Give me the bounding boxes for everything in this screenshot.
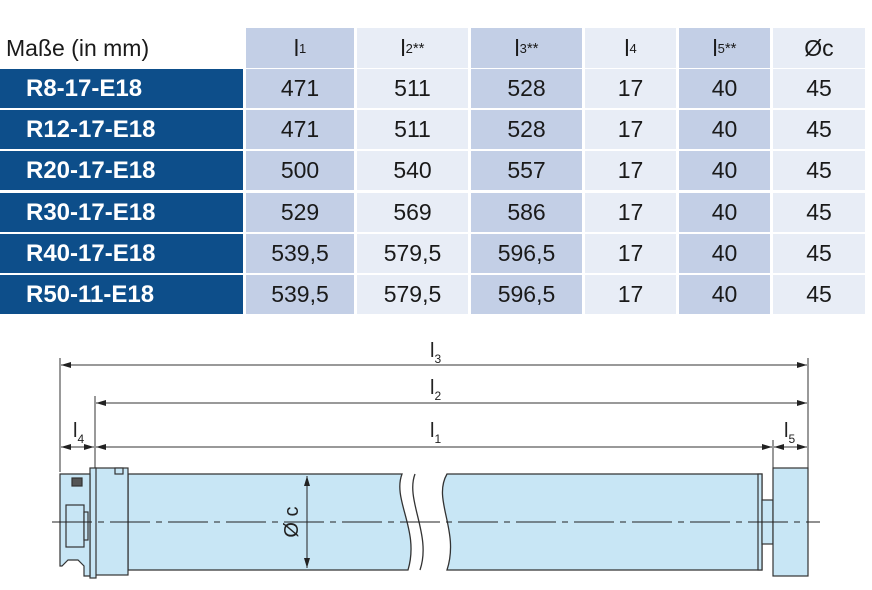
table-cell: 45	[773, 275, 865, 314]
column-header: l 5 **	[679, 28, 770, 68]
table-cell: 529	[246, 193, 354, 232]
table-cell: 557	[471, 151, 582, 190]
table-cell: 500	[246, 151, 354, 190]
table-cell: 596,5	[471, 275, 582, 314]
table-cell: 40	[679, 69, 770, 108]
column-header: l 2 **	[357, 28, 468, 68]
table-cell: 596,5	[471, 234, 582, 273]
label-l5: l5	[784, 420, 795, 446]
table-cell: 40	[679, 110, 770, 149]
table-cell: 45	[773, 110, 865, 149]
column-header: l 3 **	[471, 28, 582, 68]
column-header: Øc	[773, 28, 865, 68]
row-model-label: R40-17-E18	[0, 234, 243, 273]
table-cell: 45	[773, 234, 865, 273]
table-cell: 539,5	[246, 275, 354, 314]
table-cell: 17	[585, 193, 676, 232]
table-cell: 45	[773, 151, 865, 190]
row-model-label: R50-11-E18	[0, 275, 243, 314]
table-cell: 45	[773, 69, 865, 108]
table-cell: 569	[357, 193, 468, 232]
table-cell: 40	[679, 275, 770, 314]
table-cell: 17	[585, 69, 676, 108]
table-cell: 45	[773, 193, 865, 232]
table-cell: 17	[585, 275, 676, 314]
table-cell: 17	[585, 110, 676, 149]
table-cell: 40	[679, 193, 770, 232]
table-cell: 471	[246, 69, 354, 108]
header-label: Maße (in mm)	[6, 34, 150, 61]
table-cell: 40	[679, 151, 770, 190]
label-l4: l4	[73, 420, 84, 446]
table-cell: 540	[357, 151, 468, 190]
table-cell: 586	[471, 193, 582, 232]
row-model-label: R20-17-E18	[0, 151, 243, 190]
table-cell: 40	[679, 234, 770, 273]
table-cell: 528	[471, 110, 582, 149]
table-cell: 511	[357, 110, 468, 149]
table-cell: 471	[246, 110, 354, 149]
row-model-label: R12-17-E18	[0, 110, 243, 149]
label-l1: l1	[430, 420, 441, 446]
label-diameter: Ø c	[281, 506, 303, 537]
row-model-label: R30-17-E18	[0, 193, 243, 232]
table-cell: 539,5	[246, 234, 354, 273]
label-l2: l2	[430, 377, 441, 403]
table-cell: 17	[585, 234, 676, 273]
label-l3: l3	[430, 340, 441, 366]
row-model-label: R8-17-E18	[0, 69, 243, 108]
table-cell: 528	[471, 69, 582, 108]
table-cell: 17	[585, 151, 676, 190]
table-cell: 579,5	[357, 275, 468, 314]
table-cell: 579,5	[357, 234, 468, 273]
table-cell: 511	[357, 69, 468, 108]
motor-head	[59, 467, 129, 579]
